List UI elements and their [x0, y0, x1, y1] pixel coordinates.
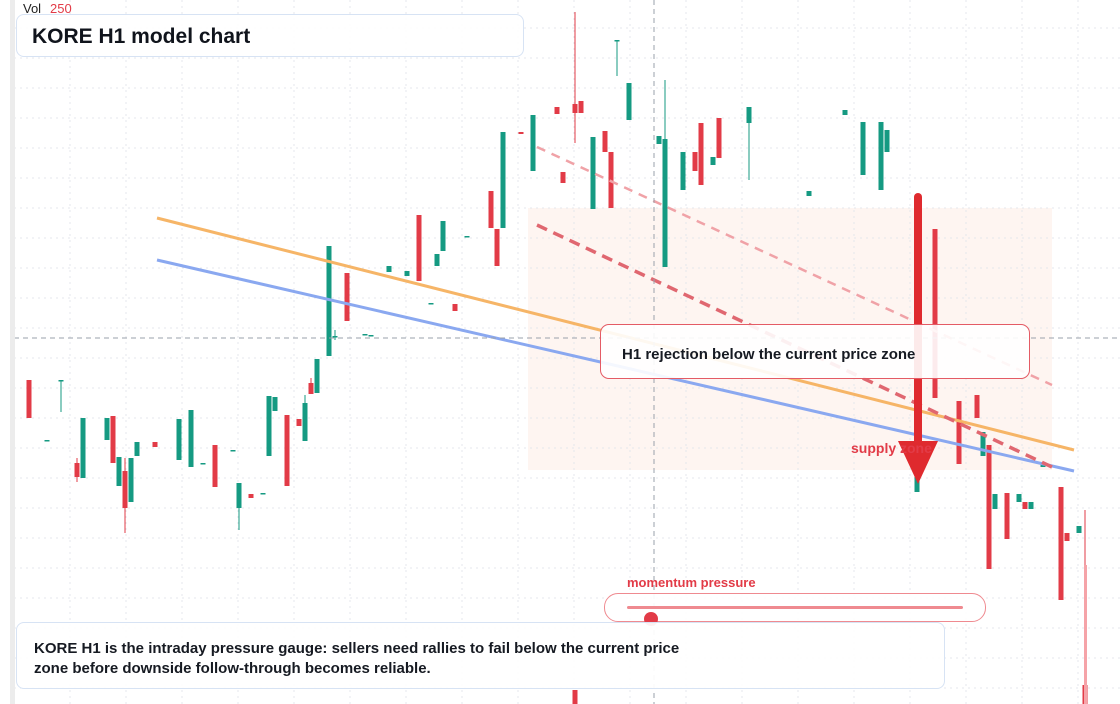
volume-value: 250: [50, 1, 72, 16]
candle-up: [842, 110, 848, 115]
candle-up: [590, 137, 596, 209]
candle-up: [272, 397, 278, 411]
candle-down: [416, 215, 422, 281]
candle-up: [878, 122, 884, 190]
candle-down: [212, 445, 218, 487]
volume-label: Vol: [23, 1, 42, 16]
candle-down: [152, 442, 158, 447]
left-strip: [10, 0, 15, 704]
candle-down: [986, 445, 992, 569]
candle-down: [110, 416, 116, 463]
candle-up: [260, 493, 266, 495]
candle-up: [302, 403, 308, 441]
dashed-resistance-lower: [536, 223, 1053, 469]
candle-down: [248, 494, 254, 498]
candle-up: [806, 191, 812, 196]
candle-down: [296, 419, 302, 426]
candle-up: [362, 334, 368, 336]
candle-down: [74, 463, 80, 477]
candle-up: [128, 458, 134, 502]
candle-down: [572, 690, 578, 704]
candle-down: [284, 415, 290, 486]
candle-down: [578, 101, 584, 113]
momentum-gauge[interactable]: [604, 593, 986, 626]
candle-down: [602, 131, 608, 152]
candle-up: [1028, 502, 1034, 509]
candle-up: [116, 457, 122, 486]
candle-up: [980, 432, 986, 456]
candle-down: [1058, 487, 1064, 600]
candle-up: [884, 130, 890, 152]
candle-down: [560, 172, 566, 183]
candle-down: [932, 229, 938, 398]
candle-down: [488, 191, 494, 228]
candle-up: [860, 122, 866, 175]
summary-text: KORE H1 is the intraday pressure gauge: …: [34, 640, 680, 677]
candle-up: [236, 483, 242, 508]
candle-up: [614, 40, 620, 42]
candle-up: [992, 494, 998, 509]
candle-up: [662, 139, 668, 267]
chart-title: KORE H1 model chart: [32, 25, 251, 48]
candle-down: [554, 107, 560, 114]
candlestick-series: [26, 12, 1088, 704]
candle-down: [344, 273, 350, 321]
candle-down: [692, 152, 698, 171]
candle-up: [58, 380, 64, 382]
candle-down: [956, 401, 962, 464]
candle-down: [1004, 493, 1010, 539]
candle-down: [452, 304, 458, 311]
candle-down: [974, 395, 980, 418]
candle-down: [1064, 533, 1070, 541]
candle-up: [530, 115, 536, 171]
candle-down: [1022, 502, 1028, 509]
candle-down: [308, 383, 314, 394]
price-marker-bar: [1084, 565, 1087, 704]
callout-text: H1 rejection below the current price zon…: [622, 346, 916, 363]
candle-up: [680, 152, 686, 190]
candle-up: [428, 303, 434, 305]
candle-up: [1016, 494, 1022, 502]
candle-up: [134, 442, 140, 456]
candle-up: [368, 335, 374, 337]
candle-up: [434, 254, 440, 266]
candle-down: [26, 380, 32, 418]
candle-up: [44, 440, 50, 442]
candle-up: [80, 418, 86, 478]
candle-up: [656, 136, 662, 144]
candle-up: [104, 418, 110, 440]
candle-up: [386, 266, 392, 272]
down-arrow-head: [898, 441, 938, 484]
candle-up: [500, 132, 506, 228]
candle-up: [1076, 526, 1082, 533]
candle-down: [698, 123, 704, 185]
candle-up: [440, 221, 446, 251]
candle-down: [572, 104, 578, 113]
momentum-label: momentum pressure: [627, 575, 756, 590]
candle-up: [404, 271, 410, 276]
candle-down: [716, 118, 722, 158]
supply-zone-label: supply zone: [851, 440, 932, 456]
candle-down: [494, 229, 500, 266]
candle-up: [710, 157, 716, 165]
candle-up: [332, 336, 338, 338]
momentum-track: [627, 606, 963, 626]
candle-up: [626, 83, 632, 120]
candle-up: [266, 396, 272, 456]
candle-down: [122, 471, 128, 508]
title-card: KORE H1 model chart: [16, 14, 524, 57]
candle-up: [746, 107, 752, 123]
summary-card: KORE H1 is the intraday pressure gauge: …: [16, 622, 945, 689]
rejection-callout: H1 rejection below the current price zon…: [600, 324, 1030, 379]
candle-up: [230, 450, 236, 452]
candle-up: [188, 410, 194, 467]
candle-up: [176, 419, 182, 460]
candle-up: [464, 236, 470, 238]
candle-down: [518, 132, 524, 134]
candle-up: [200, 463, 206, 465]
candle-up: [314, 359, 320, 393]
